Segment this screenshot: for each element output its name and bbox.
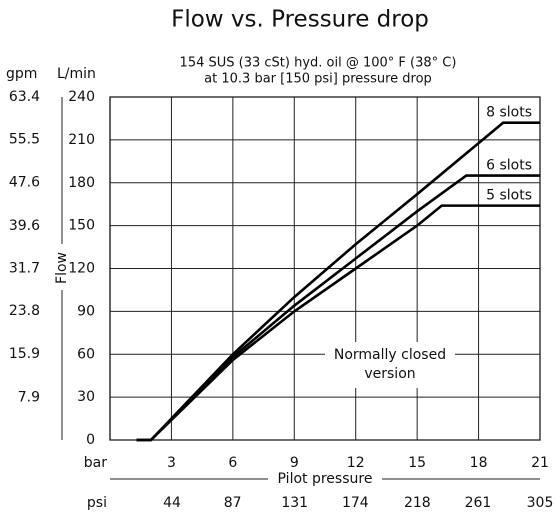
x-tick-label: 21 [531,455,549,471]
x2-tick-label: 44 [163,495,181,511]
x-tick-label: 9 [290,455,299,471]
y-tick-label: 240 [68,89,95,105]
annotation: Normally closed [334,347,446,363]
series-label: 8 slots [486,105,532,121]
x-tick-label: 3 [167,455,176,471]
y2-tick-label: 23.8 [9,303,40,319]
x2-tick-label: 131 [281,495,308,511]
label-bg [268,470,382,488]
x-tick-label: 6 [228,455,237,471]
x-tick-label: 15 [408,455,426,471]
x-tick-label: 12 [347,455,365,471]
y-axis-label: Flow [54,252,70,284]
x-unit: bar [84,455,107,471]
y-unit: L/min [57,66,96,82]
y-tick-label: 210 [68,132,95,148]
x2-tick-label: 87 [224,495,242,511]
series-line [136,174,540,442]
y-tick-label: 30 [77,389,95,405]
annotation: version [364,366,415,382]
x-axis-label: Pilot pressure [278,471,373,487]
series-label: 5 slots [486,188,532,204]
y2-tick-label: 15.9 [9,346,40,362]
y2-tick-label: 31.7 [9,261,40,277]
subtitle: at 10.3 bar [150 psi] pressure drop [204,72,432,87]
y2-tick-label: 63.4 [9,89,40,105]
y2-tick-label: 39.6 [9,218,40,234]
x2-tick-label: 305 [527,495,554,511]
y-tick-label: 0 [86,432,95,448]
y2-tick-label: 7.9 [18,389,40,405]
y-tick-label: 180 [68,175,95,191]
series-line [136,204,540,442]
chart-title: Flow vs. Pressure drop [171,7,429,33]
y2-tick-label: 55.5 [9,132,40,148]
y-tick-label: 90 [77,303,95,319]
y-tick-label: 60 [77,346,95,362]
subtitle: 154 SUS (33 cSt) hyd. oil @ 100° F (38° … [180,56,457,71]
x-tick-label: 18 [470,455,488,471]
y-tick-label: 150 [68,218,95,234]
annotation-bg [325,342,455,388]
y-tick-label: 120 [68,261,95,277]
x2-unit: psi [87,495,107,511]
series-label: 6 slots [486,158,532,174]
label-bg [54,244,70,290]
x2-tick-label: 261 [465,495,492,511]
x2-tick-label: 218 [404,495,431,511]
x2-tick-label: 174 [342,495,369,511]
y2-tick-label: 47.6 [9,174,40,190]
y2-unit: gpm [6,66,37,82]
